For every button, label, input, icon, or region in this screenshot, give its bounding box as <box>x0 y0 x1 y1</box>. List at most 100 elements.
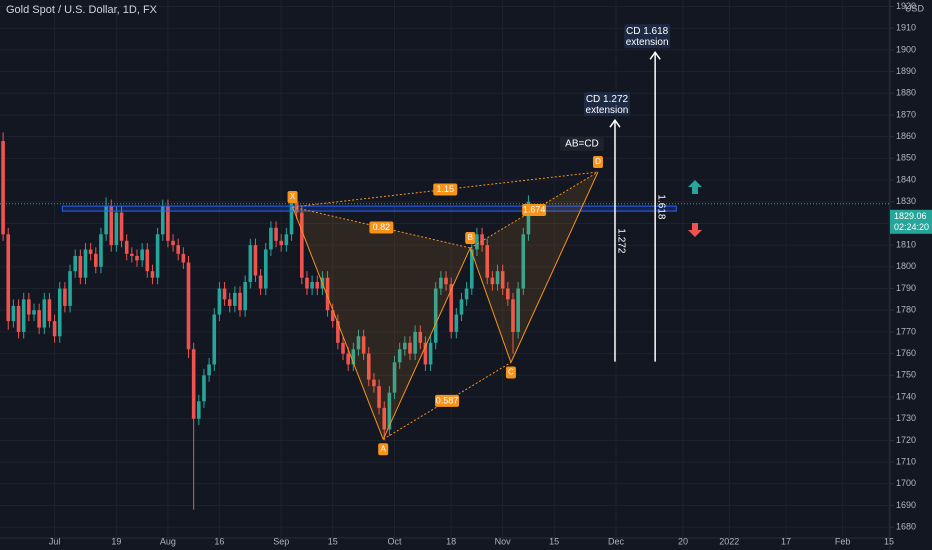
candle-body <box>263 249 268 289</box>
candle-body <box>248 245 253 283</box>
y-tick-label: 1760 <box>896 348 916 358</box>
extension-title: CD 1.618 <box>626 26 669 37</box>
ratio-label: 0.82 <box>373 222 391 232</box>
y-tick-label: 1800 <box>896 261 916 271</box>
candle-body <box>279 240 284 246</box>
candle-body <box>366 353 371 380</box>
candle-body <box>418 331 423 343</box>
candle-body <box>464 288 469 300</box>
candle-body <box>469 249 474 289</box>
candle-body <box>197 401 201 419</box>
candle-body <box>377 386 381 408</box>
resistance-zone <box>61 205 677 212</box>
candle-body <box>47 299 52 322</box>
ratio-label-box <box>369 221 394 234</box>
candle-body <box>238 292 242 311</box>
candle-body <box>145 249 150 272</box>
candle-body <box>160 206 165 235</box>
candle-body <box>506 288 510 300</box>
ratio-label-box <box>435 394 460 407</box>
candle-body <box>413 331 417 354</box>
extension-subtitle: extension <box>626 37 669 48</box>
extension-ratio: 1.618 <box>655 194 666 219</box>
point-label: B <box>468 233 473 242</box>
candle-body <box>495 271 500 285</box>
candle-body <box>155 234 160 278</box>
candle-body <box>93 253 98 267</box>
candle-body <box>27 299 31 315</box>
candle-body <box>269 227 273 250</box>
down-arrow-icon <box>688 223 702 237</box>
candle-body <box>11 305 16 322</box>
candle-body <box>351 349 356 365</box>
candle-body <box>475 234 479 250</box>
point-label-box <box>378 443 389 456</box>
y-tick-label: 1830 <box>896 196 916 206</box>
candle-body <box>171 240 175 246</box>
y-tick-label: 1860 <box>896 131 916 141</box>
point-label: D <box>595 157 601 166</box>
candle-body <box>186 262 191 350</box>
y-tick-label: 1880 <box>896 88 916 98</box>
candle-body <box>78 255 83 278</box>
candle-body <box>109 206 114 246</box>
candle-body <box>114 212 119 246</box>
y-tick-label: 1850 <box>896 153 916 163</box>
candle-body <box>454 314 459 332</box>
candle-body <box>16 305 21 332</box>
candle-body <box>176 245 181 254</box>
extension-label-box <box>583 92 630 117</box>
candle-body <box>490 277 495 285</box>
x-tick-label: 19 <box>111 536 121 546</box>
candle-body <box>63 288 67 306</box>
candle-body <box>124 240 129 254</box>
candle-body <box>52 321 57 337</box>
candle-body <box>150 271 155 278</box>
candle-body <box>511 299 515 332</box>
candle-body <box>480 234 484 246</box>
ratio-label: 0.587 <box>436 395 459 405</box>
pattern-leg <box>510 171 599 363</box>
candle-body <box>433 288 438 343</box>
candle-body <box>449 284 453 332</box>
y-tick-label: 1730 <box>896 413 916 423</box>
candle-body <box>403 342 407 350</box>
candle-body <box>428 342 433 365</box>
arrow-head <box>609 118 621 128</box>
x-tick-label: Dec <box>608 536 625 546</box>
y-tick-label: 1810 <box>896 240 916 250</box>
x-tick-label: 15 <box>549 536 559 546</box>
candle-body <box>382 407 387 430</box>
pattern-ratio-line <box>382 362 512 440</box>
candle-body <box>526 201 531 235</box>
pattern-leg <box>382 247 471 440</box>
candle-body <box>73 255 77 272</box>
grid <box>0 0 890 538</box>
candle-body <box>68 271 72 306</box>
candle-body <box>356 336 361 350</box>
candle-body <box>516 288 520 332</box>
x-tick-label: Oct <box>388 536 403 546</box>
candle-body <box>233 292 237 306</box>
last-price-label: 1829.06 <box>894 211 927 221</box>
ratio-label: 1.674 <box>523 204 546 214</box>
candle-body <box>21 299 26 332</box>
pattern-fill <box>292 206 471 440</box>
candle-body <box>439 277 443 289</box>
candle-body <box>130 253 134 256</box>
candle-body <box>88 249 93 254</box>
y-tick-label: 1780 <box>896 305 916 315</box>
candle-body <box>227 299 232 306</box>
ratio-label: 1.15 <box>436 184 454 194</box>
y-tick-label: 1890 <box>896 66 916 76</box>
pattern-note: AB=CD <box>565 139 599 150</box>
point-label: C <box>508 368 514 377</box>
extension-subtitle: extension <box>586 105 629 116</box>
candle-body <box>1 141 5 235</box>
candle-body <box>444 277 448 285</box>
y-tick-label: 1770 <box>896 326 916 336</box>
ratio-label-box <box>522 203 547 216</box>
candle-body <box>140 249 144 261</box>
